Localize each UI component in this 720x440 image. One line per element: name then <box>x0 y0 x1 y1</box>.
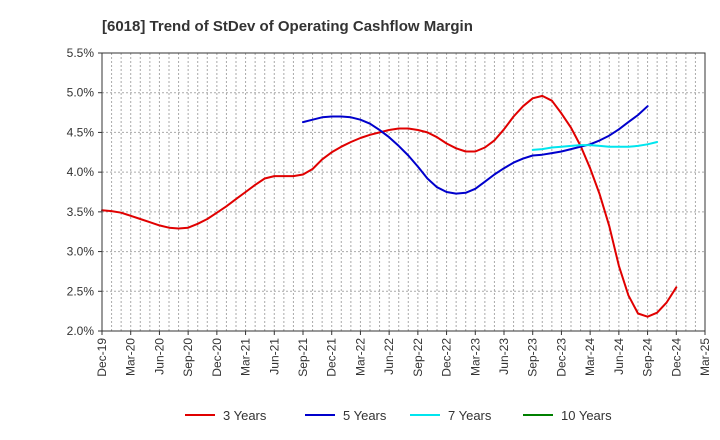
x-tick-label: Mar-22 <box>353 338 367 376</box>
legend-label: 3 Years <box>223 408 267 423</box>
plot-area <box>102 53 705 331</box>
x-tick-label: Mar-23 <box>468 338 482 376</box>
x-tick-label: Sep-22 <box>411 338 425 377</box>
plot-frame <box>101 52 706 332</box>
y-tick-label: 3.0% <box>67 245 95 259</box>
x-tick-label: Mar-24 <box>583 338 597 376</box>
legend-label: 5 Years <box>343 408 387 423</box>
y-tick-label: 4.5% <box>67 125 95 139</box>
x-tick-label: Sep-23 <box>526 338 540 377</box>
y-tick-label: 5.0% <box>67 86 95 100</box>
y-tick-label: 5.5% <box>67 46 95 60</box>
x-tick-label: Dec-19 <box>95 338 109 377</box>
x-tick-label: Dec-21 <box>325 338 339 377</box>
y-tick-label: 3.5% <box>67 205 95 219</box>
x-tick-label: Jun-24 <box>612 338 626 375</box>
x-tick-label: Dec-24 <box>669 338 683 377</box>
legend: 3 Years 5 Years 7 Years 10 Years <box>185 408 612 423</box>
x-tick-label: Dec-22 <box>440 338 454 377</box>
series-lines <box>101 94 678 318</box>
chart-title: [6018] Trend of StDev of Operating Cashf… <box>102 18 473 35</box>
x-tick-label: Jun-20 <box>152 338 166 375</box>
legend-label: 7 Years <box>448 408 492 423</box>
x-tick-label: Jun-22 <box>382 338 396 375</box>
x-tick-label: Mar-20 <box>124 338 138 376</box>
y-tick-label: 2.0% <box>67 324 95 338</box>
plot-background <box>102 53 705 331</box>
x-tick-label: Mar-25 <box>698 338 712 376</box>
x-tick-label: Sep-21 <box>296 338 310 377</box>
grid-lines <box>102 53 705 331</box>
x-tick-label: Jun-21 <box>267 338 281 375</box>
x-tick-label: Dec-23 <box>554 338 568 377</box>
legend-label: 10 Years <box>561 408 612 423</box>
y-tick-label: 2.5% <box>67 284 95 298</box>
x-tick-label: Sep-24 <box>641 338 655 377</box>
axes: 2.0% 2.5% 3.0% 3.5% 4.0% 4.5% 5.0% 5.5% Dec-19 Ma… <box>67 46 712 377</box>
x-tick-label: Mar-21 <box>239 338 253 376</box>
x-tick-label: Dec-20 <box>210 338 224 377</box>
series-line <box>531 141 659 151</box>
x-tick-label: Sep-20 <box>181 338 195 377</box>
x-tick-label: Jun-23 <box>497 338 511 375</box>
y-tick-label: 4.0% <box>67 165 95 179</box>
